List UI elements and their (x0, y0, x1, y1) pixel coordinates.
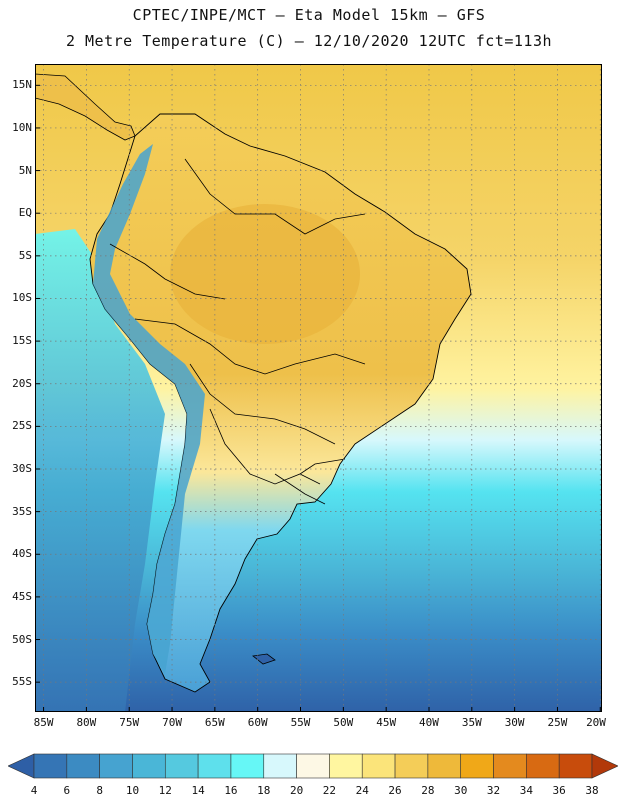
colorbar-label: 8 (96, 784, 103, 797)
colorbar-label: 10 (125, 784, 140, 797)
colorbar-segment (361, 753, 396, 779)
lat-label: 5S (18, 248, 32, 262)
lon-label: 60W (247, 716, 268, 729)
colorbar-max-arrow (591, 753, 618, 779)
temperature-map (35, 64, 602, 712)
colorbar-label: 26 (388, 784, 402, 797)
lon-label: 50W (333, 716, 354, 729)
colorbar-label: 20 (289, 784, 304, 797)
lat-label: 35S (12, 504, 32, 518)
lat-label: 25S (12, 419, 32, 433)
andes-cold-strip (93, 144, 205, 674)
colorbar-label: 16 (224, 784, 238, 797)
gridlines (35, 64, 602, 712)
colorbar (8, 753, 618, 779)
colorbar-label: 4 (30, 784, 38, 797)
colorbar-label: 6 (63, 784, 71, 797)
country-borders (109, 158, 366, 505)
map-title: CPTEC/INPE/MCT – Eta Model 15km – GFS (132, 6, 486, 24)
colorbar-label: 32 (486, 784, 501, 797)
lon-label: 55W (290, 716, 311, 729)
lat-label: 55S (12, 675, 32, 689)
colorbar-segment (493, 753, 527, 779)
colorbar-label: 14 (191, 784, 205, 797)
colorbar-segment (460, 753, 494, 779)
lon-label: 40W (419, 716, 439, 729)
lon-label: 80W (76, 716, 97, 729)
colorbar-segment (132, 753, 166, 779)
central-america (35, 73, 136, 141)
lon-label: 25W (547, 716, 568, 729)
colorbar-segment (427, 753, 462, 779)
lat-label: 15S (12, 334, 32, 348)
colorbar-label: 18 (257, 784, 271, 797)
colorbar-segment (263, 753, 297, 779)
falkland-islands (252, 653, 276, 665)
lon-label: 20W (586, 716, 606, 729)
colorbar-segment (99, 753, 133, 779)
lat-label: 45S (12, 589, 32, 603)
colorbar-label: 12 (158, 784, 172, 797)
lat-label: 40S (12, 547, 32, 561)
lon-label: 70W (162, 716, 182, 729)
lat-label: 10N (12, 120, 32, 134)
colorbar-segment (230, 753, 265, 779)
amazon-hot-core (170, 204, 360, 344)
colorbar-label: 36 (552, 784, 566, 797)
colorbar-label: 24 (355, 784, 369, 797)
colorbar-label: 28 (421, 784, 435, 797)
lon-label: 65W (204, 716, 225, 729)
colorbar-segment (296, 753, 330, 779)
lat-label: 5N (18, 163, 32, 177)
lat-label: 30S (12, 462, 32, 475)
colorbar-segment (526, 753, 560, 779)
map-subtitle: 2 Metre Temperature (C) – 12/10/2020 12U… (65, 32, 553, 50)
lon-label: 45W (376, 716, 397, 729)
lat-label: 20S (12, 376, 32, 390)
colorbar-label: 22 (322, 784, 337, 797)
colorbar-segment (197, 753, 232, 779)
colorbar-segment (66, 753, 100, 779)
lon-label: 30W (504, 716, 525, 729)
colorbar-label: 30 (454, 784, 468, 797)
colorbar-segment (558, 753, 593, 779)
pacific-cool-field (35, 229, 165, 712)
lat-label: 10S (12, 291, 32, 305)
colorbar-segment (394, 753, 429, 779)
colorbar-min-arrow (8, 753, 35, 779)
colorbar-label: 34 (519, 784, 533, 797)
colorbar-segment (33, 753, 68, 779)
lon-label: 85W (33, 716, 54, 729)
colorbar-label: 38 (585, 784, 599, 797)
lon-label: 75W (119, 716, 140, 729)
lon-label: 35W (461, 716, 482, 729)
lat-label: 50S (12, 632, 32, 646)
lat-label: 15N (12, 78, 32, 92)
colorbar-segment (164, 753, 199, 779)
lat-label: EQ (18, 206, 32, 220)
colorbar-segment (329, 753, 363, 779)
map-frame (35, 64, 602, 712)
